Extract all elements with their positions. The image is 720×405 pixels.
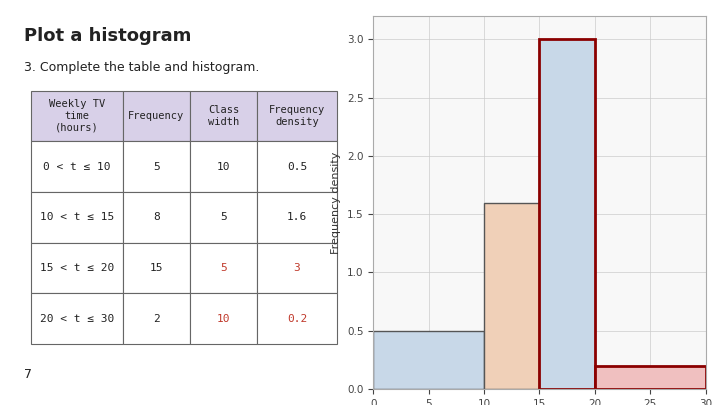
Bar bbox=[539, 40, 595, 389]
Bar bbox=[373, 330, 484, 389]
FancyBboxPatch shape bbox=[31, 91, 122, 141]
FancyBboxPatch shape bbox=[257, 141, 337, 192]
Text: 15 < t ≤ 20: 15 < t ≤ 20 bbox=[40, 263, 114, 273]
Text: Weekly TV
time
(hours): Weekly TV time (hours) bbox=[49, 100, 105, 133]
FancyBboxPatch shape bbox=[190, 141, 257, 192]
FancyBboxPatch shape bbox=[122, 243, 190, 293]
FancyBboxPatch shape bbox=[31, 243, 122, 293]
Text: 10 < t ≤ 15: 10 < t ≤ 15 bbox=[40, 212, 114, 222]
Text: Frequency: Frequency bbox=[128, 111, 184, 121]
Text: 0.2: 0.2 bbox=[287, 314, 307, 324]
Text: 15: 15 bbox=[150, 263, 163, 273]
FancyBboxPatch shape bbox=[257, 192, 337, 243]
Text: 20 < t ≤ 30: 20 < t ≤ 30 bbox=[40, 314, 114, 324]
Text: 5: 5 bbox=[153, 162, 160, 172]
FancyBboxPatch shape bbox=[122, 192, 190, 243]
Text: 8: 8 bbox=[153, 212, 160, 222]
FancyBboxPatch shape bbox=[257, 293, 337, 344]
Text: 1.6: 1.6 bbox=[287, 212, 307, 222]
FancyBboxPatch shape bbox=[122, 91, 190, 141]
Text: 3: 3 bbox=[294, 263, 300, 273]
Text: 3. Complete the table and histogram.: 3. Complete the table and histogram. bbox=[24, 61, 260, 74]
Text: 0.5: 0.5 bbox=[287, 162, 307, 172]
Bar bbox=[484, 202, 539, 389]
Text: 5: 5 bbox=[220, 263, 227, 273]
Text: Frequency
density: Frequency density bbox=[269, 105, 325, 127]
Text: 10: 10 bbox=[217, 162, 230, 172]
FancyBboxPatch shape bbox=[190, 192, 257, 243]
Text: 10: 10 bbox=[217, 314, 230, 324]
Text: 2: 2 bbox=[153, 314, 160, 324]
FancyBboxPatch shape bbox=[190, 243, 257, 293]
FancyBboxPatch shape bbox=[31, 293, 122, 344]
Text: 0 < t ≤ 10: 0 < t ≤ 10 bbox=[43, 162, 111, 172]
Text: Plot a histogram: Plot a histogram bbox=[24, 28, 192, 45]
FancyBboxPatch shape bbox=[190, 293, 257, 344]
FancyBboxPatch shape bbox=[257, 91, 337, 141]
Bar bbox=[595, 365, 706, 389]
Text: Class
width: Class width bbox=[208, 105, 239, 127]
FancyBboxPatch shape bbox=[257, 243, 337, 293]
Text: 5: 5 bbox=[220, 212, 227, 222]
Y-axis label: Frequency density: Frequency density bbox=[331, 151, 341, 254]
FancyBboxPatch shape bbox=[31, 141, 122, 192]
FancyBboxPatch shape bbox=[190, 91, 257, 141]
FancyBboxPatch shape bbox=[31, 192, 122, 243]
Text: 7: 7 bbox=[24, 369, 32, 382]
FancyBboxPatch shape bbox=[122, 293, 190, 344]
FancyBboxPatch shape bbox=[122, 141, 190, 192]
